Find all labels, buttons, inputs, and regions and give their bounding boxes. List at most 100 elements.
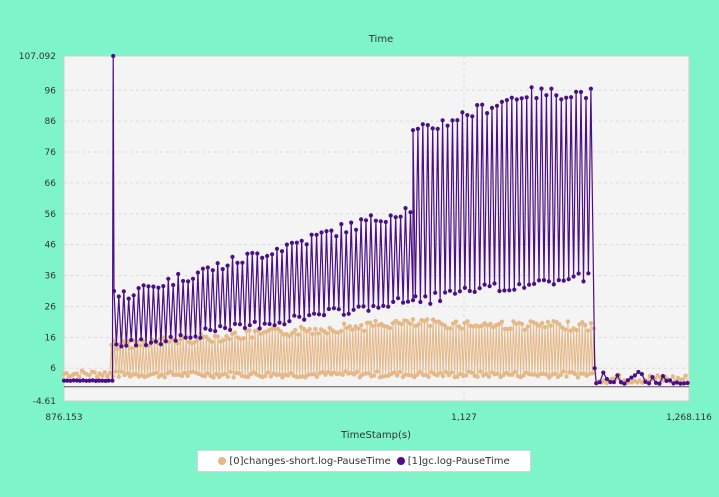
series-1-point	[597, 380, 602, 385]
series-1-point	[334, 234, 339, 239]
series-1-point	[569, 95, 574, 100]
series-1-point	[260, 255, 265, 260]
series-0-point	[237, 371, 242, 376]
series-1-point	[381, 303, 386, 308]
series-1-point	[354, 227, 359, 232]
series-1-point	[578, 89, 584, 95]
series-0-point	[341, 321, 347, 326]
series-1-point	[245, 251, 250, 256]
series-0-point	[340, 372, 345, 377]
series-1-point	[163, 339, 168, 344]
series-1-point	[237, 322, 243, 327]
series-1-point	[561, 278, 566, 283]
series-1-point	[77, 378, 82, 383]
series-0-point	[296, 332, 301, 337]
series-1-line	[64, 55, 688, 385]
series-0-point	[214, 371, 219, 377]
series-0-point	[326, 369, 331, 375]
series-0-point	[459, 326, 464, 331]
series-0-point	[339, 328, 344, 334]
series-0-point	[320, 369, 325, 375]
series-1-point	[218, 324, 223, 329]
series-1	[61, 53, 690, 386]
series-0-point	[463, 373, 469, 378]
series-1-point	[524, 95, 529, 100]
y-tick-label: 16	[45, 333, 57, 343]
series-1-point	[326, 306, 331, 312]
legend-item-series-0[interactable]: [0]changes-short.log-PauseTime	[218, 456, 391, 467]
series-1-point	[225, 263, 230, 268]
series-1-point	[636, 369, 641, 375]
series-1-point	[265, 253, 270, 259]
series-1-point	[262, 321, 267, 326]
series-1-point	[551, 282, 556, 287]
series-0-point	[241, 336, 246, 341]
series-0-point	[347, 324, 352, 329]
series-0-point	[522, 327, 528, 332]
series-0-point	[209, 339, 215, 344]
series-1-point	[363, 218, 369, 223]
series-1-point	[156, 285, 161, 290]
series-1-point	[121, 289, 126, 294]
series-1-point	[482, 282, 487, 287]
series-1-point	[126, 296, 131, 301]
series-0-point	[372, 373, 377, 378]
series-1-point	[378, 219, 383, 224]
legend-swatch-series-1	[396, 457, 405, 465]
series-0-point	[321, 328, 327, 334]
series-1-point	[447, 288, 453, 293]
series-1-point	[685, 380, 690, 386]
series-1-point	[114, 342, 119, 347]
series-0-point	[562, 327, 568, 332]
series-1-point	[203, 326, 208, 331]
series-1-point	[504, 98, 509, 103]
series-0-point	[133, 371, 139, 377]
series-1-point	[139, 337, 144, 342]
series-1-point	[277, 320, 282, 325]
series-0-point	[574, 327, 579, 333]
series-1-point	[289, 240, 294, 245]
series-0-point	[280, 375, 285, 380]
series-1-point	[232, 321, 238, 326]
series-1-point	[87, 378, 92, 383]
series-1-point	[611, 380, 617, 385]
series-1-point	[366, 308, 371, 313]
series-1-point	[341, 312, 346, 317]
series-0-point	[366, 371, 371, 376]
series-1-point	[111, 288, 117, 294]
series-1-point	[462, 285, 467, 290]
series-1-point	[594, 381, 599, 386]
series-1-point	[650, 375, 655, 380]
series-1-point	[136, 286, 141, 291]
series-1-point	[512, 287, 517, 292]
series-1-point	[536, 278, 542, 283]
series-1-point	[450, 118, 455, 123]
series-0-point	[314, 374, 319, 379]
series-0-point	[387, 325, 393, 331]
series-0-point	[202, 374, 208, 379]
series-1-point	[252, 319, 257, 324]
series-0-point	[367, 320, 373, 325]
series-0-point	[168, 369, 173, 374]
series-1-point	[529, 85, 534, 90]
series-1-point	[420, 122, 425, 127]
series-0-point	[277, 372, 282, 377]
series-0-point	[357, 375, 363, 380]
series-0-point	[288, 370, 294, 376]
series-1-point	[302, 317, 307, 322]
series-0-point	[107, 371, 113, 376]
series-1-point	[316, 312, 322, 317]
series-1-point	[272, 323, 277, 328]
series-1-point	[240, 260, 245, 265]
series-1-point	[255, 251, 260, 256]
series-0-point	[138, 343, 143, 348]
series-1-point	[198, 335, 203, 340]
legend-item-series-1[interactable]: [1]gc.log-PauseTime	[396, 456, 510, 467]
series-1-point	[61, 378, 67, 383]
y-tick-label: 107.092	[19, 52, 56, 62]
series-1-point	[195, 270, 200, 275]
axes: 107.092 96 86 76 66 56 46 36 26 16 6 -4.61 876.153 1,…	[19, 52, 712, 423]
series-1-point	[111, 53, 116, 59]
series-0-point	[521, 373, 526, 378]
series-1-point	[618, 380, 624, 385]
